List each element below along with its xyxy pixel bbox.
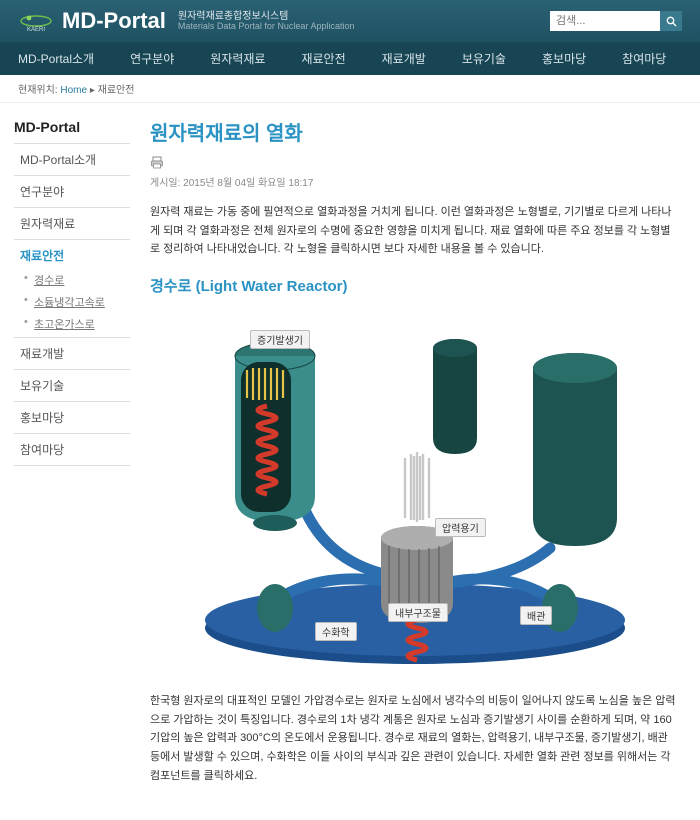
- sidebar-item[interactable]: 재료안전: [14, 242, 130, 269]
- label-piping[interactable]: 배관: [520, 606, 552, 625]
- reactor-diagram[interactable]: 증기발생기 압력용기 내부구조물 수화학 배관: [150, 308, 680, 678]
- nav-item[interactable]: 참여마당: [604, 42, 684, 75]
- nav-item[interactable]: 홍보마당: [524, 42, 604, 75]
- sidebar-item[interactable]: 연구분야: [14, 178, 130, 205]
- brand-title: MD-Portal: [62, 8, 166, 34]
- sidebar-item[interactable]: 홍보마당: [14, 404, 130, 431]
- nav-item[interactable]: 연구분야: [112, 42, 192, 75]
- label-water-chemistry[interactable]: 수화학: [315, 622, 357, 641]
- svg-text:KAERI: KAERI: [27, 27, 45, 33]
- brand-subtitle: 원자력재료종합정보시스템 Materials Data Portal for N…: [178, 11, 355, 32]
- nav-item[interactable]: 재료개발: [364, 42, 444, 75]
- main-nav: MD-Portal소개연구분야원자력재료재료안전재료개발보유기술홍보마당참여마당: [0, 42, 700, 75]
- body-paragraph: 한국형 원자로의 대표적인 모델인 가압경수로는 원자로 노심에서 냉각수의 비…: [150, 692, 680, 785]
- nav-item[interactable]: 재료안전: [283, 42, 363, 75]
- sidebar-item[interactable]: 원자력재료: [14, 210, 130, 237]
- nav-item[interactable]: 원자력재료: [192, 42, 283, 75]
- sidebar-item[interactable]: 참여마당: [14, 436, 130, 463]
- sidebar-subitem[interactable]: 경수로: [24, 269, 130, 291]
- post-date: 게시일: 2015년 8월 04일 화요일 18:17: [150, 174, 680, 189]
- sidebar-item[interactable]: MD-Portal소개: [14, 146, 130, 173]
- intro-paragraph: 원자력 재료는 가동 중에 필연적으로 열화과정을 거치게 됩니다. 이런 열화…: [150, 203, 680, 259]
- breadcrumb-current: 재료안전: [98, 85, 135, 96]
- nav-item[interactable]: 보유기술: [444, 42, 524, 75]
- search-input[interactable]: [550, 11, 660, 31]
- sidebar-subitem[interactable]: 소듐냉각고속로: [24, 291, 130, 313]
- sidebar-subitem[interactable]: 초고온가스로: [24, 313, 130, 335]
- print-icon[interactable]: [150, 156, 164, 170]
- sidebar-title: MD-Portal: [14, 113, 130, 141]
- search-button[interactable]: [660, 11, 682, 31]
- label-pressure-vessel[interactable]: 압력용기: [435, 518, 486, 537]
- sidebar-item[interactable]: 재료개발: [14, 340, 130, 367]
- section-title: 경수로 (Light Water Reactor): [150, 275, 680, 296]
- breadcrumb: 현재위치: Home ▸ 재료안전: [0, 75, 700, 103]
- nav-item[interactable]: MD-Portal소개: [0, 42, 112, 75]
- search-icon: [666, 16, 677, 27]
- label-internals[interactable]: 내부구조물: [388, 603, 448, 622]
- page-title: 원자력재료의 열화: [150, 117, 680, 146]
- label-steam-generator[interactable]: 증기발생기: [250, 330, 310, 349]
- kaeri-logo: KAERI: [18, 9, 54, 33]
- breadcrumb-home[interactable]: Home: [60, 85, 87, 96]
- sidebar-item[interactable]: 보유기술: [14, 372, 130, 399]
- sidebar: MD-Portal MD-Portal소개연구분야원자력재료재료안전경수로소듐냉…: [0, 103, 130, 820]
